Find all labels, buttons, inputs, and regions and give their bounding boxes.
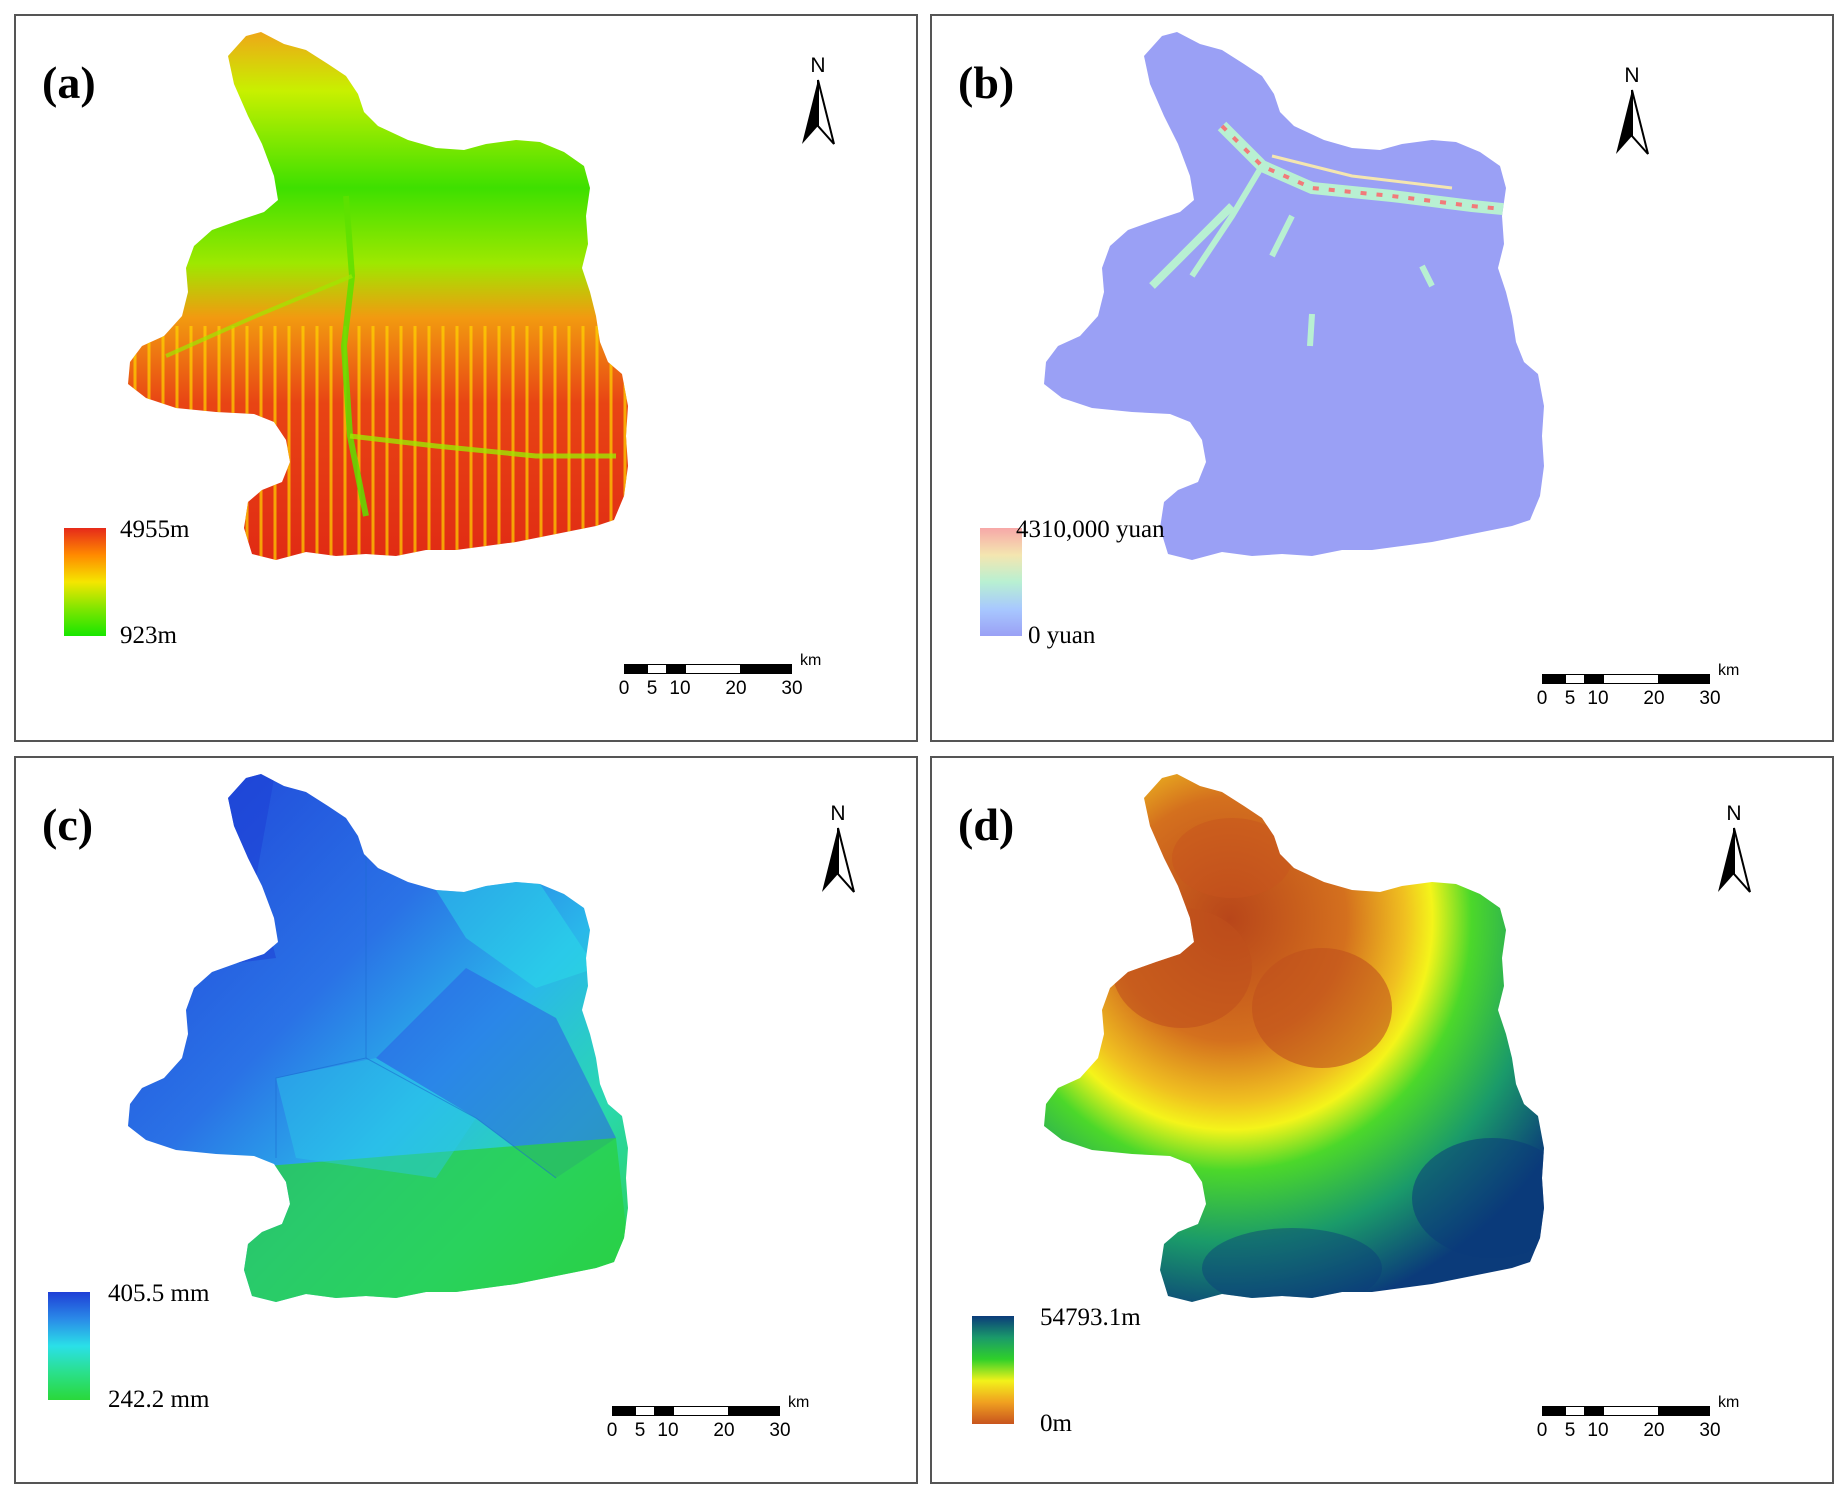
legend-min-label: 0m xyxy=(1040,1410,1072,1437)
north-letter: N xyxy=(830,802,846,825)
scale-tick: 10 xyxy=(1587,1420,1609,1441)
panel-label: (d) xyxy=(958,799,1015,850)
north-letter: N xyxy=(1726,802,1742,825)
scale-bar-segments xyxy=(612,1406,780,1416)
map-panel-b: (b) 4310,000 yuan 0 yuan N km 0 5 10 20 … xyxy=(930,14,1834,742)
panel-label: (a) xyxy=(42,57,96,108)
scale-bar: km 0 5 10 20 30 xyxy=(607,1394,832,1458)
economic-value-map xyxy=(1044,32,1544,560)
scale-tick: 20 xyxy=(713,1420,735,1441)
scale-tick: 20 xyxy=(1643,688,1665,709)
scale-tick: 10 xyxy=(1587,688,1609,709)
legend-color-ramp xyxy=(48,1292,90,1400)
elevation-map xyxy=(128,32,628,560)
scale-unit: km xyxy=(800,652,822,669)
scale-tick: 10 xyxy=(657,1420,679,1441)
legend-min-label: 242.2 mm xyxy=(108,1386,210,1413)
scale-tick: 20 xyxy=(1643,1420,1665,1441)
panel-label: (b) xyxy=(958,57,1015,108)
scale-bar-segments xyxy=(1542,674,1710,684)
map-panel-a: (a) 4955m 923m N km 0 5 10 20 30 xyxy=(14,14,918,742)
scale-tick: 0 xyxy=(1536,688,1548,709)
scale-unit: km xyxy=(1718,1394,1740,1411)
scale-tick: 5 xyxy=(1564,688,1576,709)
scale-tick: 10 xyxy=(669,678,691,699)
scale-bar-segments xyxy=(624,664,792,674)
legend-min-label: 0 yuan xyxy=(1028,622,1096,649)
legend-min-label: 923m xyxy=(120,622,177,649)
legend-max-label: 405.5 mm xyxy=(108,1280,210,1307)
legend-max-label: 54793.1m xyxy=(1040,1304,1141,1331)
precipitation-map xyxy=(128,774,628,1302)
north-arrow-icon: N xyxy=(1608,64,1656,160)
scale-tick: 0 xyxy=(618,678,630,699)
north-arrow-icon: N xyxy=(794,54,842,150)
panel-label: (c) xyxy=(42,799,94,850)
legend-color-ramp xyxy=(64,528,106,636)
legend-color-ramp xyxy=(980,528,1022,636)
scale-tick: 5 xyxy=(646,678,658,699)
scale-tick: 30 xyxy=(769,1420,791,1441)
north-arrow-icon: N xyxy=(1710,802,1758,898)
distance-map xyxy=(1044,774,1544,1302)
scale-bar: km 0 5 10 20 30 xyxy=(1537,1394,1762,1458)
scale-bar: km 0 5 10 20 30 xyxy=(1537,662,1762,726)
north-letter: N xyxy=(810,54,826,77)
north-arrow-icon: N xyxy=(814,802,862,898)
scale-tick: 30 xyxy=(1699,1420,1721,1441)
scale-tick: 5 xyxy=(1564,1420,1576,1441)
scale-tick: 5 xyxy=(634,1420,646,1441)
scale-tick: 0 xyxy=(606,1420,618,1441)
north-letter: N xyxy=(1624,64,1640,87)
map-panel-c: (c) 405.5 mm 242.2 mm N km 0 5 10 20 30 xyxy=(14,756,918,1484)
legend-color-ramp xyxy=(972,1316,1014,1424)
scale-tick: 0 xyxy=(1536,1420,1548,1441)
scale-bar: km 0 5 10 20 30 xyxy=(619,652,844,716)
legend-max-label: 4310,000 yuan xyxy=(1016,516,1165,543)
scale-unit: km xyxy=(788,1394,810,1411)
scale-tick: 30 xyxy=(781,678,803,699)
legend-max-label: 4955m xyxy=(120,516,190,543)
scale-tick: 30 xyxy=(1699,688,1721,709)
scale-unit: km xyxy=(1718,662,1740,679)
scale-bar-segments xyxy=(1542,1406,1710,1416)
map-panel-d: (d) 54793.1m 0m N km 0 5 10 20 30 xyxy=(930,756,1834,1484)
scale-tick: 20 xyxy=(725,678,747,699)
